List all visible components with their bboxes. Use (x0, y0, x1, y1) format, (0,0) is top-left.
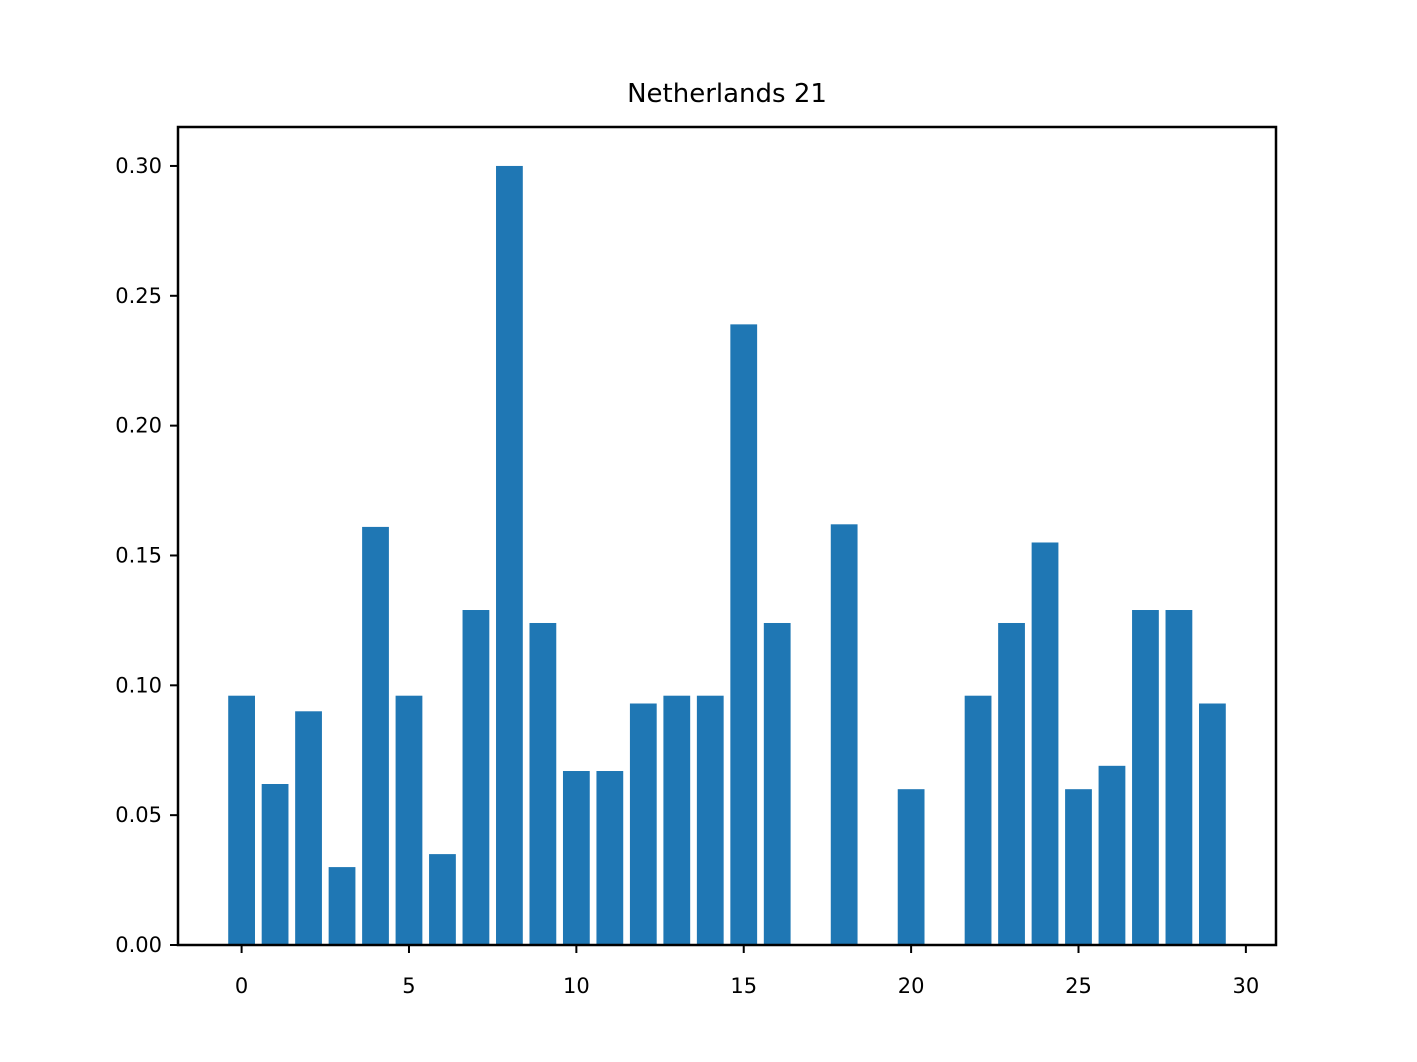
bar-18 (830, 524, 858, 945)
x-tick-label: 20 (898, 974, 925, 998)
x-tick-label: 0 (235, 974, 248, 998)
x-tick-label: 5 (402, 974, 415, 998)
bar-28 (1165, 610, 1193, 945)
bar-22 (964, 695, 992, 945)
x-tick-label: 30 (1233, 974, 1260, 998)
y-tick-label: 0.20 (115, 414, 162, 438)
x-axis: 0 5 10 15 20 25 30 (235, 945, 1259, 998)
bar-16 (763, 622, 791, 945)
bar-4 (362, 526, 389, 945)
bar-15 (730, 324, 758, 945)
bar-2 (295, 711, 322, 945)
bar-25 (1065, 789, 1092, 945)
y-tick-label: 0.30 (115, 154, 162, 178)
y-tick-label: 0.10 (115, 673, 162, 697)
x-tick-label: 10 (563, 974, 590, 998)
bar-6 (429, 854, 456, 945)
bar-1 (261, 784, 289, 945)
chart-title: Netherlands 21 (627, 79, 827, 109)
bar-23 (998, 622, 1025, 945)
plot-frame (176, 125, 1278, 947)
y-tick-label: 0.25 (115, 284, 162, 308)
y-axis: 0.00 0.05 0.10 0.15 0.20 0.25 0.30 (115, 154, 178, 957)
bar-11 (596, 771, 624, 945)
y-tick-label: 0.00 (115, 933, 162, 957)
bar-5 (395, 695, 423, 945)
bar-24 (1031, 542, 1059, 945)
bar-8 (496, 165, 523, 945)
bar-3 (328, 867, 356, 945)
bar-27 (1132, 610, 1159, 945)
bar-29 (1199, 703, 1226, 945)
x-tick-label: 25 (1065, 974, 1092, 998)
x-tick-label: 15 (730, 974, 757, 998)
y-tick-label: 0.15 (115, 543, 162, 567)
bar-26 (1098, 765, 1126, 945)
bar-20 (897, 789, 925, 945)
bars-layer (228, 165, 1226, 945)
bar-0 (228, 695, 255, 945)
bar-14 (696, 695, 724, 945)
y-tick-label: 0.05 (115, 803, 162, 827)
bar-7 (462, 610, 490, 945)
bar-12 (629, 703, 657, 945)
bar-9 (529, 622, 557, 945)
bar-13 (663, 695, 691, 945)
bar-10 (562, 771, 590, 945)
